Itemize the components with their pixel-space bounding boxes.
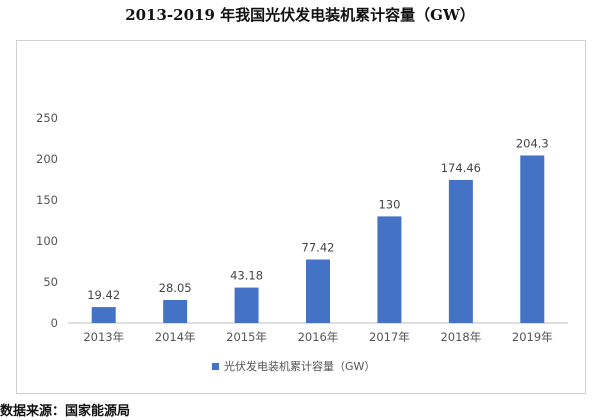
- y-tick-label: 200: [36, 152, 58, 166]
- data-label: 19.42: [87, 288, 120, 302]
- bar: [520, 155, 545, 323]
- x-tick-label: 2013年: [83, 330, 124, 344]
- data-label: 204.3: [516, 136, 549, 150]
- bar: [306, 259, 330, 323]
- bar: [377, 216, 402, 323]
- x-tick-label: 2018年: [440, 330, 481, 344]
- y-tick-label: 100: [36, 234, 58, 248]
- y-tick-label: 0: [51, 316, 58, 330]
- x-tick-label: 2019年: [512, 330, 553, 344]
- bar: [234, 287, 259, 323]
- bar: [91, 307, 116, 323]
- x-tick-label: 2016年: [298, 330, 339, 344]
- data-label: 77.42: [302, 241, 335, 255]
- y-tick-label: 250: [36, 111, 58, 125]
- chart-frame: [16, 40, 586, 394]
- x-tick-label: 2015年: [226, 330, 267, 344]
- chart-title: 2013-2019 年我国光伏发电装机累计容量（GW）: [125, 6, 475, 24]
- bar: [163, 299, 188, 323]
- bar: [448, 179, 473, 323]
- x-tick-label: 2017年: [369, 330, 410, 344]
- data-label: 43.18: [230, 269, 263, 283]
- legend-label: 光伏发电装机累计容量（GW）: [224, 359, 375, 373]
- data-source-note: 数据来源：国家能源局: [0, 404, 131, 419]
- data-label: 174.46: [441, 161, 481, 175]
- x-tick-label: 2014年: [155, 330, 196, 344]
- y-tick-label: 50: [43, 275, 58, 289]
- data-label: 28.05: [159, 281, 192, 295]
- y-tick-label: 150: [36, 193, 58, 207]
- legend-swatch: [212, 363, 219, 370]
- data-label: 130: [378, 197, 400, 211]
